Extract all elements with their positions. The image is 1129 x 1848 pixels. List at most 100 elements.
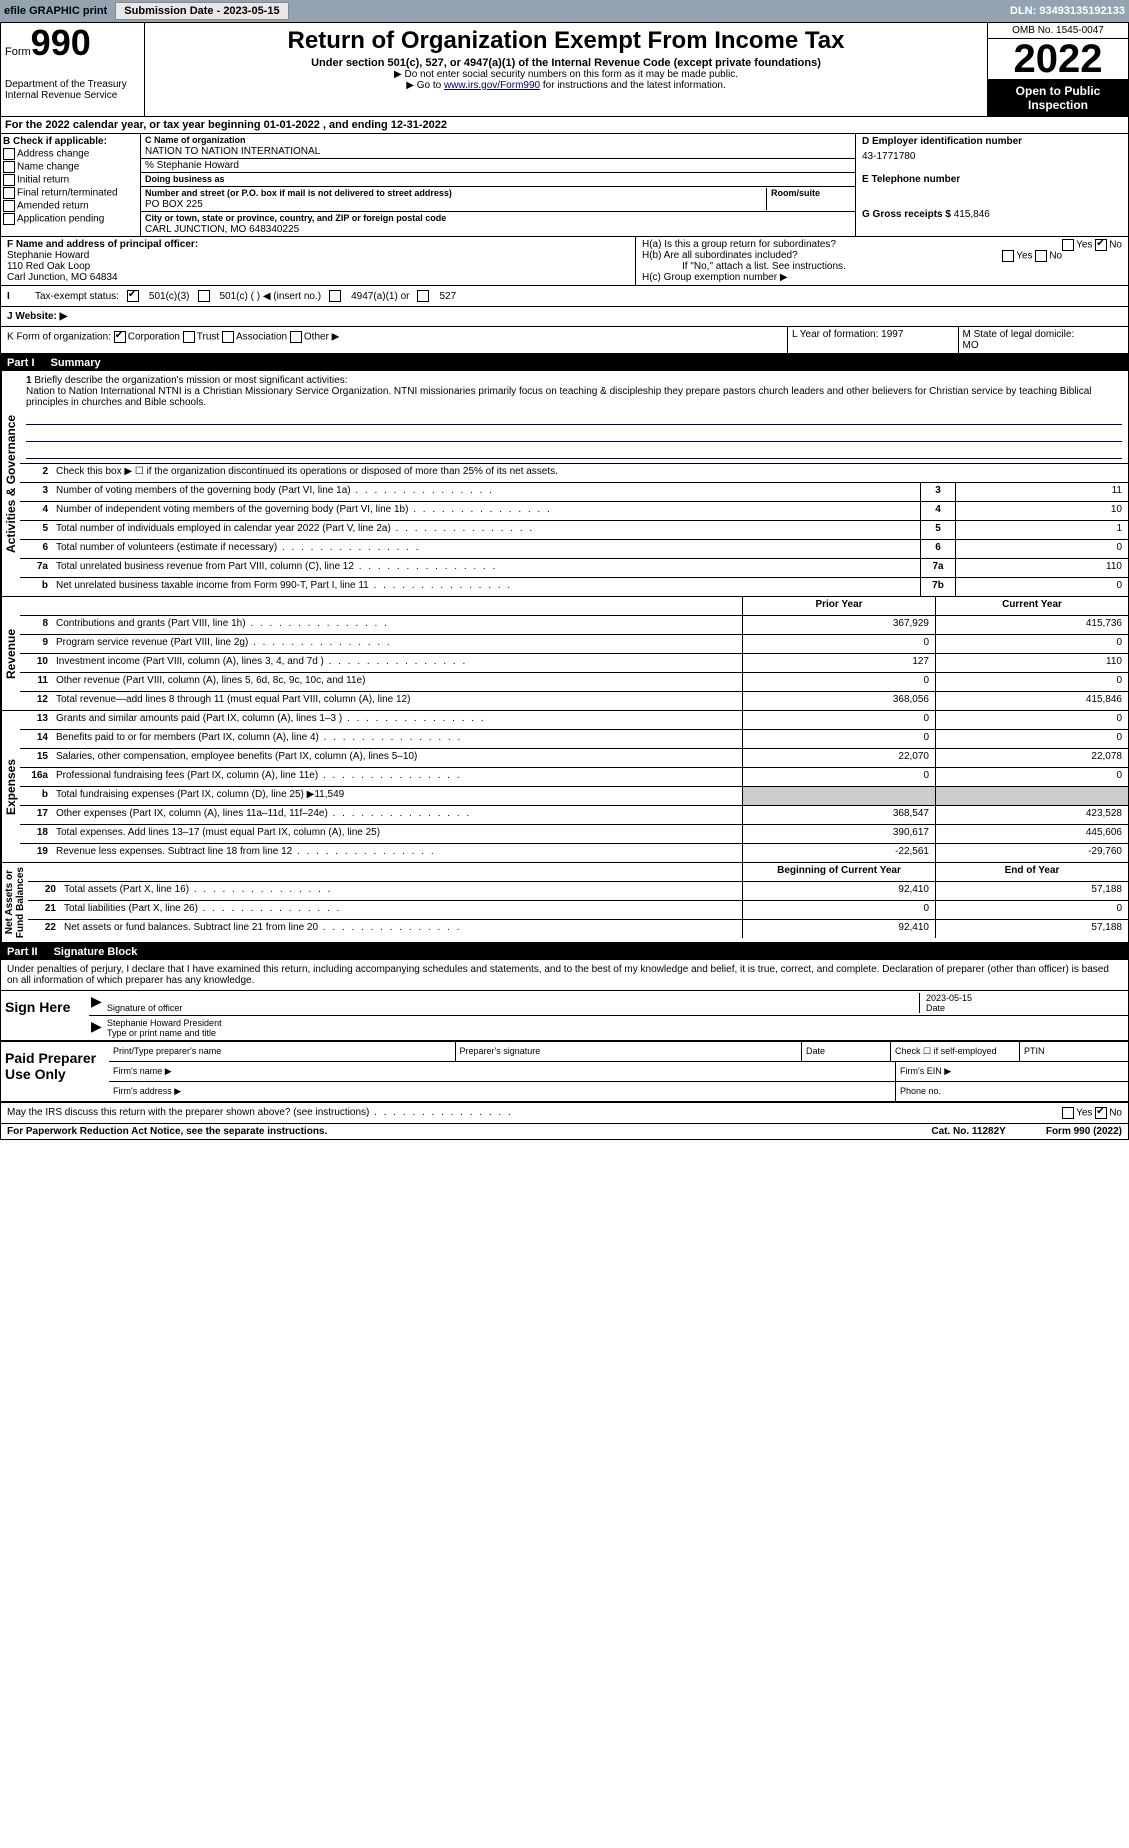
efile-label: efile GRAPHIC print [4, 5, 107, 17]
gross-receipts: 415,846 [954, 209, 990, 220]
line4-txt: Number of independent voting members of … [52, 502, 920, 520]
line3-txt: Number of voting members of the governin… [52, 483, 920, 501]
subtitle-2: ▶ Do not enter social security numbers o… [153, 69, 979, 80]
check-501c[interactable] [198, 290, 210, 302]
net-assets-block: Net Assets or Fund Balances Beginning of… [1, 863, 1128, 944]
part1-num: Part I [7, 357, 35, 369]
ein-value: 43-1771780 [862, 147, 1122, 174]
col-b-checks: B Check if applicable: Address change Na… [1, 134, 141, 236]
officer-sig-name: Stephanie Howard President [107, 1018, 222, 1028]
subtitle-1: Under section 501(c), 527, or 4947(a)(1)… [153, 57, 979, 69]
top-bar: efile GRAPHIC print Submission Date - 20… [0, 0, 1129, 22]
revenue-block: Revenue Prior YearCurrent Year 8Contribu… [1, 597, 1128, 711]
line5-val: 1 [955, 521, 1128, 539]
dba-lbl: Doing business as [145, 174, 225, 184]
discuss-no[interactable] [1095, 1107, 1107, 1119]
tax-year: 2022 [988, 39, 1128, 80]
line5-txt: Total number of individuals employed in … [52, 521, 920, 539]
check-501c3[interactable] [127, 290, 139, 302]
discuss-yes[interactable] [1062, 1107, 1074, 1119]
i-lbl: Tax-exempt status: [35, 291, 119, 302]
check-trust[interactable] [183, 331, 195, 343]
col-bcy: Beginning of Current Year [742, 863, 935, 881]
city: CARL JUNCTION, MO 648340225 [145, 224, 299, 235]
officer-addr1: 110 Red Oak Loop [7, 261, 90, 272]
street: PO BOX 225 [145, 199, 203, 210]
form-footer: For Paperwork Reduction Act Notice, see … [1, 1124, 1128, 1139]
check-527[interactable] [417, 290, 429, 302]
briefly-lbl: Briefly describe the organization's miss… [34, 375, 347, 386]
col-eoy: End of Year [935, 863, 1128, 881]
e-lbl: E Telephone number [862, 174, 1122, 185]
mission-text: Nation to Nation International NTNI is a… [26, 386, 1091, 408]
city-lbl: City or town, state or province, country… [145, 213, 446, 223]
form-title: Return of Organization Exempt From Incom… [153, 27, 979, 55]
line7b-val: 0 [955, 578, 1128, 596]
care-of: % Stephanie Howard [141, 159, 855, 173]
form-header: Form990 Department of the Treasury Inter… [1, 23, 1128, 117]
check-4947[interactable] [329, 290, 341, 302]
activities-governance: Activities & Governance 1 Briefly descri… [1, 371, 1128, 597]
dln-label: DLN: 93493135192133 [1010, 5, 1125, 17]
vlabel-na: Net Assets or Fund Balances [1, 863, 28, 942]
line2: Check this box ▶ ☐ if the organization d… [52, 464, 1128, 482]
expenses-block: Expenses 13Grants and similar amounts pa… [1, 711, 1128, 863]
check-corp[interactable] [114, 331, 126, 343]
ha-lbl: H(a) Is this a group return for subordin… [642, 239, 836, 250]
room-lbl: Room/suite [771, 188, 820, 198]
line3-val: 11 [955, 483, 1128, 501]
check-initial-return[interactable]: Initial return [3, 174, 138, 186]
part2-num: Part II [7, 946, 38, 958]
street-lbl: Number and street (or P.O. box if mail i… [145, 188, 452, 198]
col-current-year: Current Year [935, 597, 1128, 615]
org-name: NATION TO NATION INTERNATIONAL [145, 146, 320, 157]
subtitle-3: ▶ Go to www.irs.gov/Form990 for instruct… [153, 80, 979, 91]
line6-txt: Total number of volunteers (estimate if … [52, 540, 920, 558]
sign-here-lbl: Sign Here [1, 991, 89, 1040]
officer-addr2: Carl Junction, MO 64834 [7, 272, 118, 283]
part1-header: Part I Summary [1, 355, 1128, 371]
col-c: C Name of organizationNATION TO NATION I… [141, 134, 855, 236]
check-other[interactable] [290, 331, 302, 343]
part1-title: Summary [51, 357, 101, 369]
officer-name: Stephanie Howard [7, 250, 89, 261]
k-lbl: K Form of organization: [7, 332, 111, 343]
m-val: MO [963, 340, 979, 351]
line-a: For the 2022 calendar year, or tax year … [1, 117, 1128, 134]
section-bcd: B Check if applicable: Address change Na… [1, 134, 1128, 236]
line-klm: K Form of organization: Corporation Trus… [1, 327, 1128, 355]
check-final-return[interactable]: Final return/terminated [3, 187, 138, 199]
check-app-pending[interactable]: Application pending [3, 213, 138, 225]
form-word: Form [5, 46, 31, 58]
f-lbl: F Name and address of principal officer: [7, 239, 198, 250]
col-deg: D Employer identification number 43-1771… [855, 134, 1128, 236]
form-990: Form990 Department of the Treasury Inter… [0, 22, 1129, 1140]
paid-lbl: Paid Preparer Use Only [1, 1042, 109, 1101]
vlabel-exp: Expenses [1, 711, 20, 862]
form-number: 990 [31, 22, 91, 63]
cat-no: Cat. No. 11282Y [931, 1126, 1005, 1137]
hc-lbl: H(c) Group exemption number ▶ [642, 272, 1122, 283]
arrow-icon: ▶ [91, 1018, 107, 1038]
line-j: J Website: ▶ [1, 307, 1128, 327]
line6-val: 0 [955, 540, 1128, 558]
check-name-change[interactable]: Name change [3, 161, 138, 173]
part2-header: Part II Signature Block [1, 944, 1128, 960]
arrow-icon: ▶ [91, 993, 107, 1013]
line4-val: 10 [955, 502, 1128, 520]
section-fh: F Name and address of principal officer:… [1, 236, 1128, 286]
pra-notice: For Paperwork Reduction Act Notice, see … [7, 1126, 931, 1137]
hb-note: If "No," attach a list. See instructions… [642, 261, 1122, 272]
part2-title: Signature Block [54, 946, 138, 958]
line7a-txt: Total unrelated business revenue from Pa… [52, 559, 920, 577]
hb-lbl: H(b) Are all subordinates included? [642, 250, 798, 261]
irs-link[interactable]: www.irs.gov/Form990 [444, 80, 540, 91]
form-ref: Form 990 (2022) [1046, 1126, 1122, 1137]
check-amended[interactable]: Amended return [3, 200, 138, 212]
check-address-change[interactable]: Address change [3, 148, 138, 160]
submission-date-btn[interactable]: Submission Date - 2023-05-15 [115, 2, 288, 20]
line7b-txt: Net unrelated business taxable income fr… [52, 578, 920, 596]
b-label: B Check if applicable: [3, 136, 138, 147]
check-assoc[interactable] [222, 331, 234, 343]
discuss-row: May the IRS discuss this return with the… [1, 1103, 1128, 1124]
